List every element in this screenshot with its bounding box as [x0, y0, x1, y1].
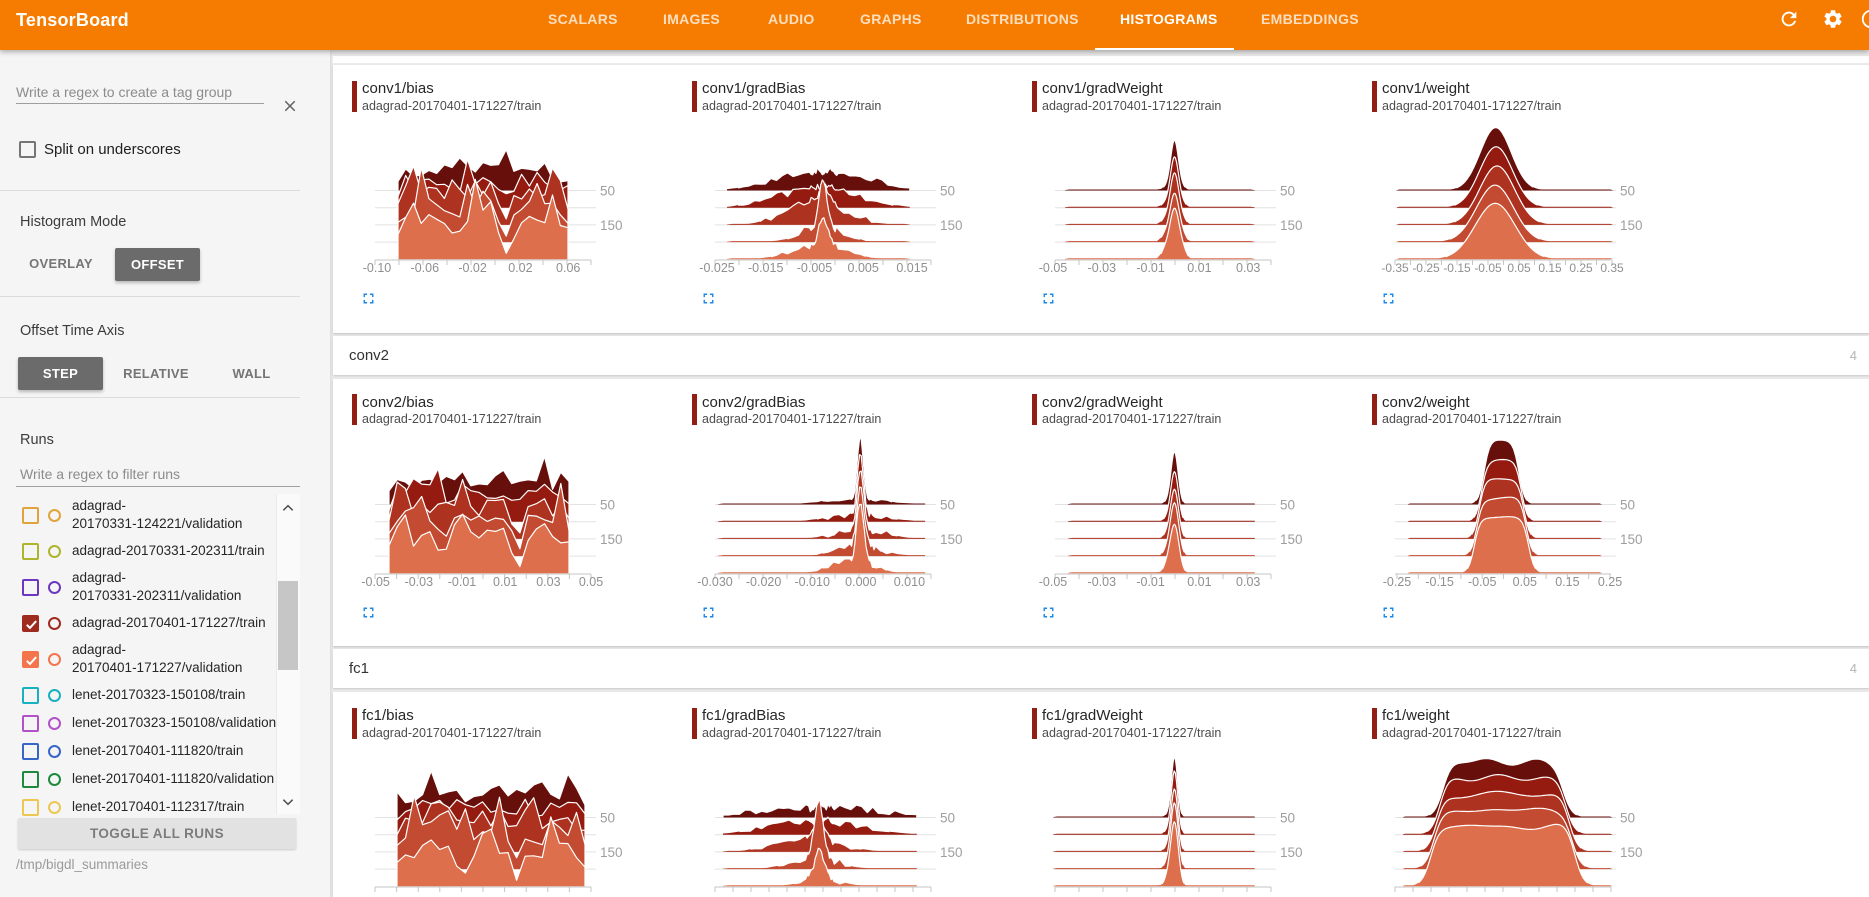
svg-text:-0.02: -0.02 — [458, 261, 487, 275]
svg-text:-0.030: -0.030 — [697, 575, 732, 589]
svg-text:50: 50 — [600, 497, 615, 512]
svg-text:0.03: 0.03 — [1236, 261, 1260, 275]
svg-text:-0.05: -0.05 — [1474, 261, 1502, 275]
svg-text:0.06: 0.06 — [556, 261, 580, 275]
svg-text:-0.15: -0.15 — [1425, 575, 1454, 589]
svg-text:150: 150 — [940, 845, 963, 860]
svg-text:-0.05: -0.05 — [1039, 575, 1068, 589]
svg-text:-0.005: -0.005 — [797, 261, 832, 275]
svg-text:-0.03: -0.03 — [1088, 261, 1117, 275]
svg-text:0.02: 0.02 — [508, 261, 532, 275]
svg-text:0.03: 0.03 — [1236, 575, 1260, 589]
svg-text:-0.015: -0.015 — [748, 261, 783, 275]
svg-text:-0.05: -0.05 — [361, 575, 390, 589]
svg-text:0.015: 0.015 — [896, 261, 927, 275]
svg-text:-0.01: -0.01 — [1136, 575, 1165, 589]
svg-text:0.35: 0.35 — [1600, 261, 1624, 275]
svg-text:150: 150 — [1620, 845, 1643, 860]
svg-text:-0.03: -0.03 — [405, 575, 434, 589]
svg-text:-0.06: -0.06 — [411, 261, 440, 275]
svg-text:-0.03: -0.03 — [1088, 575, 1117, 589]
svg-text:-0.01: -0.01 — [1136, 261, 1165, 275]
svg-text:-0.05: -0.05 — [1468, 575, 1497, 589]
svg-text:50: 50 — [1280, 811, 1295, 826]
svg-text:150: 150 — [940, 531, 963, 546]
svg-text:-0.025: -0.025 — [699, 261, 734, 275]
svg-text:50: 50 — [1620, 497, 1635, 512]
svg-text:0.05: 0.05 — [1513, 575, 1537, 589]
svg-text:-0.020: -0.020 — [746, 575, 781, 589]
svg-text:50: 50 — [940, 497, 955, 512]
svg-text:0.03: 0.03 — [536, 575, 560, 589]
svg-text:0.15: 0.15 — [1555, 575, 1579, 589]
svg-text:0.05: 0.05 — [1507, 261, 1531, 275]
svg-text:50: 50 — [600, 184, 615, 199]
svg-text:0.01: 0.01 — [1187, 261, 1211, 275]
svg-text:0.01: 0.01 — [493, 575, 517, 589]
svg-text:0.05: 0.05 — [579, 575, 603, 589]
svg-text:-0.10: -0.10 — [363, 261, 392, 275]
svg-text:-0.01: -0.01 — [448, 575, 477, 589]
svg-text:50: 50 — [1280, 497, 1295, 512]
svg-text:-0.05: -0.05 — [1039, 261, 1068, 275]
svg-text:150: 150 — [600, 845, 623, 860]
svg-text:150: 150 — [600, 218, 623, 233]
svg-text:0.005: 0.005 — [848, 261, 879, 275]
svg-text:150: 150 — [940, 218, 963, 233]
svg-text:50: 50 — [1620, 184, 1635, 199]
svg-text:0.25: 0.25 — [1598, 575, 1622, 589]
svg-text:150: 150 — [1280, 531, 1303, 546]
svg-text:50: 50 — [940, 811, 955, 826]
svg-text:50: 50 — [1620, 811, 1635, 826]
svg-text:0.010: 0.010 — [894, 575, 925, 589]
svg-text:150: 150 — [600, 531, 623, 546]
svg-text:-0.25: -0.25 — [1383, 575, 1412, 589]
svg-text:0.15: 0.15 — [1538, 261, 1562, 275]
svg-text:0.01: 0.01 — [1187, 575, 1211, 589]
svg-text:150: 150 — [1280, 218, 1303, 233]
svg-text:150: 150 — [1280, 845, 1303, 860]
svg-text:0.25: 0.25 — [1569, 261, 1593, 275]
svg-text:50: 50 — [940, 184, 955, 199]
svg-text:-0.35: -0.35 — [1381, 261, 1409, 275]
svg-text:-0.25: -0.25 — [1412, 261, 1440, 275]
svg-text:150: 150 — [1620, 531, 1643, 546]
svg-text:50: 50 — [600, 811, 615, 826]
svg-text:-0.010: -0.010 — [794, 575, 829, 589]
svg-text:150: 150 — [1620, 218, 1643, 233]
svg-text:50: 50 — [1280, 184, 1295, 199]
svg-text:-0.15: -0.15 — [1443, 261, 1471, 275]
svg-text:0.000: 0.000 — [845, 575, 876, 589]
